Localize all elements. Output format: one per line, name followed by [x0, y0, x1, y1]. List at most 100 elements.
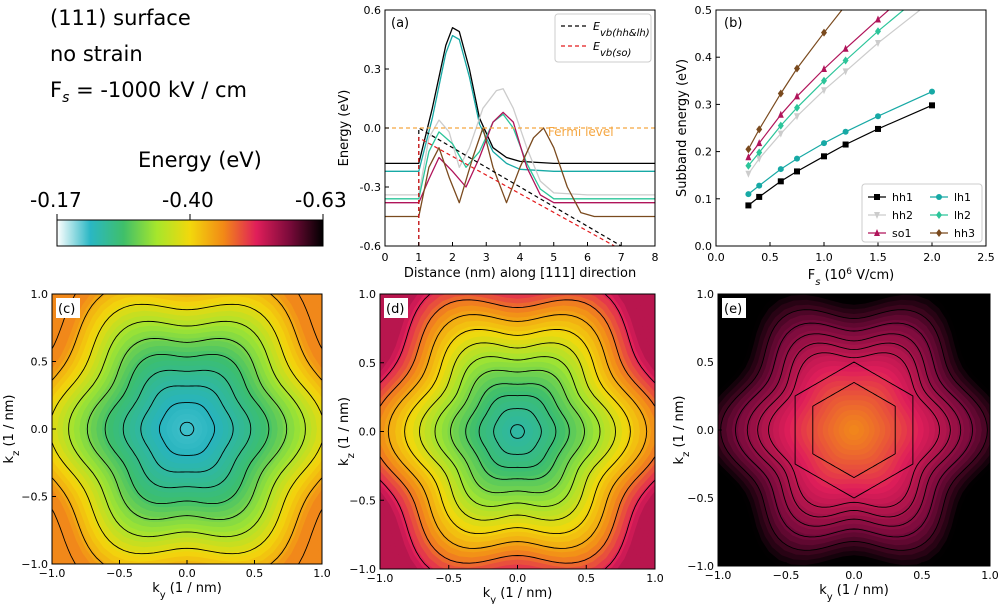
x-tick-label: 0.0 — [845, 569, 863, 582]
y-tick-label: 0.3 — [364, 63, 382, 76]
contour-line — [86, 337, 288, 521]
ref-line-Evb-hh-lh- — [418, 126, 622, 246]
data-point-hh2 — [794, 113, 800, 121]
data-point-hh2 — [929, 0, 935, 5]
colorbar-title: Energy (eV) — [138, 148, 262, 172]
data-point-so1 — [875, 15, 881, 23]
strain-label: no strain — [50, 42, 143, 66]
y-tick-label: −0.5 — [687, 492, 714, 505]
x-tick-label: 4 — [517, 251, 524, 264]
heatmap-area — [52, 294, 322, 564]
chart-d-dispersion-lh1: −1.0−1.0 −0.5 −0.5 0.0 0.0 0.5 0.5 1.0 1.0 ky (1 … — [337, 288, 664, 604]
y-tick-label: 0.5 — [697, 356, 715, 369]
y-tick-label: 0.0 — [359, 426, 377, 439]
data-point-lh1 — [745, 191, 752, 198]
data-point-hh1 — [756, 193, 763, 200]
y-tick-label: -0.3 — [360, 181, 381, 194]
legend-marker — [874, 229, 880, 236]
x-axis-label: ky (1 / nm) — [819, 583, 889, 603]
contour-line — [812, 381, 896, 479]
contour-line — [510, 424, 525, 439]
contour-line — [746, 333, 962, 527]
contour-line — [493, 408, 542, 455]
y-axis-label: Subband energy (eV) — [675, 59, 690, 197]
panel-label: (b) — [724, 16, 742, 31]
data-point-lh2 — [777, 121, 784, 130]
x-tick-label: 8 — [652, 251, 659, 264]
y-axis-label: kz (1 / nm) — [337, 397, 357, 466]
contour-line — [757, 342, 951, 518]
y-tick-label: 1.0 — [359, 288, 377, 301]
contour-line — [768, 352, 940, 508]
x-tick-label: 0.5 — [761, 251, 779, 264]
x-tick-label: −1.0 — [705, 569, 732, 582]
legend: hh1 lh1 hh2 lh2 so1 hh3 — [861, 183, 983, 243]
colorbar-tick-low: -0.17 — [30, 188, 82, 212]
y-tick-label: −0.5 — [349, 494, 376, 507]
y-tick-label: 0.5 — [359, 357, 377, 370]
data-point-hh1 — [842, 141, 849, 148]
panel-label-bg — [56, 298, 80, 318]
legend-label: Evb(hh&lh) — [593, 20, 650, 39]
x-tick-label: 0.0 — [509, 572, 527, 585]
contour-line — [434, 356, 601, 507]
data-point-hh2 — [745, 170, 752, 178]
x-tick-label: 0.5 — [578, 572, 596, 585]
panel-label: (d) — [386, 302, 404, 317]
contour-line — [450, 369, 585, 494]
y-axis-label: kz (1 / nm) — [672, 396, 692, 465]
x-tick-label: 0 — [382, 251, 389, 264]
contour-line — [404, 328, 631, 535]
series-line-lh1 — [748, 91, 933, 195]
x-axis-label: ky (1 / nm) — [483, 586, 553, 604]
legend-marker — [936, 211, 942, 219]
legend-marker — [874, 212, 880, 219]
series-line-hh1 — [385, 27, 655, 165]
chart-b-subband-energy: 0.0 0.5 1.0 1.5 2.0 2.5 0.0 0.1 0.2 0.3 0.4 0.5 Fs (… — [675, 0, 995, 285]
y-tick-label: 0.2 — [695, 146, 713, 159]
colorbar-bar — [56, 219, 324, 247]
contour-line — [179, 421, 195, 437]
heatmap-area — [380, 294, 655, 569]
data-point-lh1 — [777, 166, 784, 173]
data-point-lh1 — [794, 155, 800, 162]
data-point-hh1 — [929, 102, 935, 109]
heatmap-area — [718, 294, 990, 566]
legend-marker — [936, 229, 942, 237]
y-tick-label: −1.0 — [21, 558, 48, 571]
data-point-hh3 — [821, 28, 827, 37]
series-line-hh3 — [385, 127, 655, 218]
y-tick-label: −0.5 — [21, 491, 48, 504]
legend-box — [861, 183, 983, 243]
x-tick-label: −0.5 — [106, 567, 133, 580]
data-point-lh1 — [756, 182, 763, 189]
axes-frame — [715, 9, 987, 247]
legend-label: hh3 — [954, 227, 975, 240]
series-line-hh3 — [747, 10, 843, 150]
data-point-lh2 — [756, 148, 763, 157]
y-tick-label: −1.0 — [349, 563, 376, 576]
data-point-lh1 — [929, 88, 935, 95]
x-tick-label: −1.0 — [367, 572, 394, 585]
ref-line-Evb-so- — [418, 136, 615, 246]
y-tick-label: -0.6 — [360, 240, 381, 253]
contour-line — [104, 353, 270, 505]
x-tick-label: 5 — [550, 251, 557, 264]
data-point-so1 — [756, 139, 763, 147]
y-tick-label: 0.4 — [695, 51, 713, 64]
plot-area — [385, 27, 655, 246]
data-point-hh3 — [794, 64, 800, 73]
panel-label: (e) — [724, 302, 742, 317]
y-tick-label: 0.0 — [364, 122, 382, 135]
y-tick-label: 0.0 — [697, 424, 715, 437]
energy-band — [848, 424, 860, 436]
x-tick-label: 6 — [584, 251, 591, 264]
data-point-hh1 — [745, 202, 752, 209]
contour-line — [140, 385, 234, 473]
legend-label: lh1 — [954, 191, 971, 204]
y-tick-label: 0.6 — [364, 4, 382, 17]
data-point-hh3 — [745, 145, 752, 154]
y-tick-label: 0.0 — [695, 240, 713, 253]
legend-label: hh1 — [892, 191, 913, 204]
contour-line — [387, 314, 648, 549]
